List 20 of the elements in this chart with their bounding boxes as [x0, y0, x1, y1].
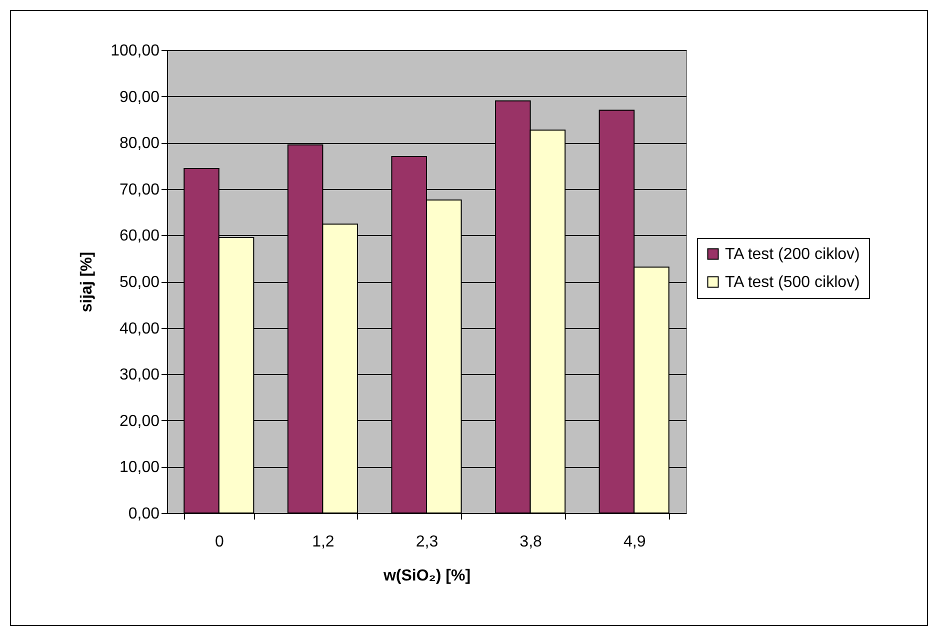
- x-tick-label: 4,9: [623, 534, 646, 550]
- y-tick-label: 90,00: [119, 88, 160, 106]
- y-axis-title: sijaj [%]: [78, 252, 96, 312]
- legend-label: TA test (200 ciklov): [725, 246, 860, 263]
- y-tick-label: 50,00: [119, 274, 160, 291]
- x-tick-label: 0: [214, 534, 224, 550]
- y-tick-label: 70,00: [119, 181, 160, 198]
- y-tick-label: 80,00: [119, 135, 160, 152]
- legend-label: TA test (500 ciklov): [725, 274, 860, 291]
- y-tick-label: 60,00: [119, 228, 160, 245]
- y-tick-label: 30,00: [119, 366, 160, 384]
- y-tick-label: 20,00: [119, 412, 160, 430]
- y-tick-label: 100,00: [110, 42, 160, 60]
- y-tick-label: 0,00: [128, 506, 160, 522]
- x-tick-label: 1,2: [312, 534, 334, 550]
- y-tick-label: 10,00: [119, 459, 160, 476]
- y-tick-label: 40,00: [119, 320, 160, 338]
- x-axis-title: w(SiO₂) [%]: [382, 568, 471, 584]
- x-tick-label: 2,3: [416, 534, 438, 550]
- x-tick-label: 3,8: [520, 534, 542, 550]
